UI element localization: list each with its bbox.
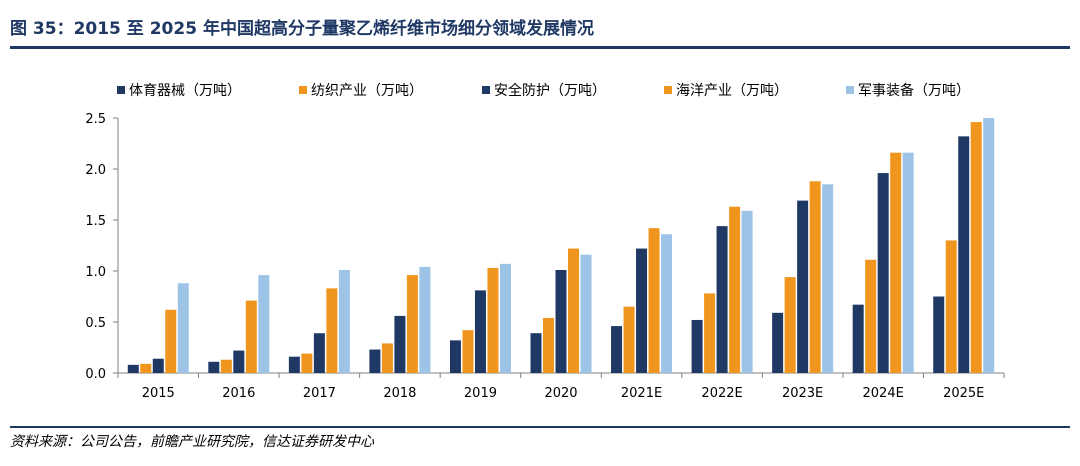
bar-chart: 体育器械（万吨） 纺织产业（万吨） 安全防护（万吨） 海洋产业（万吨） 军事装备（万吨）…: [85, 82, 1005, 401]
x-tick-label: 2017: [303, 386, 336, 401]
legend-swatch: [117, 86, 125, 94]
x-tick-label: 2023E: [782, 386, 823, 401]
chart-legend: 体育器械（万吨） 纺织产业（万吨） 安全防护（万吨） 海洋产业（万吨） 军事装备（万吨）: [117, 82, 970, 99]
legend-swatch: [299, 86, 307, 94]
bar-2020-s5: [580, 254, 592, 373]
legend-label: 军事装备（万吨）: [858, 82, 970, 99]
y-tick-label: 0.0: [85, 367, 106, 382]
bar-2017-s2: [301, 353, 313, 373]
bar-2021E-s4: [648, 228, 660, 373]
bar-2024E-s2: [865, 259, 877, 373]
bar-2018-s2: [381, 343, 393, 373]
bar-2023E-s5: [822, 184, 834, 373]
bar-2025E-s4: [970, 122, 982, 373]
legend-item: 体育器械（万吨）: [117, 83, 241, 99]
bar-2019-s3: [474, 290, 486, 373]
x-tick-label: 2020: [544, 386, 577, 401]
bar-2018-s4: [406, 275, 418, 373]
bar-2020-s1: [530, 333, 542, 373]
y-tick-label: 1.5: [85, 214, 106, 229]
x-tick-label: 2019: [464, 386, 497, 401]
bar-2021E-s2: [623, 306, 635, 373]
bar-2021E-s5: [661, 234, 673, 373]
legend-item: 海洋产业（万吨）: [664, 83, 788, 99]
legend-swatch: [664, 86, 672, 94]
x-tick-label: 2024E: [863, 386, 904, 401]
legend-item: 军事装备（万吨）: [846, 82, 970, 99]
bar-2017-s4: [326, 288, 338, 373]
bar-2015-s1: [127, 364, 139, 373]
bar-2016-s3: [233, 350, 245, 373]
source-note: 资料来源：公司公告，前瞻产业研究院，信达证券研发中心: [10, 434, 374, 450]
bar-2018-s3: [394, 315, 406, 373]
bar-2017-s3: [313, 333, 325, 373]
bar-2022E-s4: [729, 206, 741, 373]
bar-2022E-s1: [691, 319, 703, 373]
y-tick-label: 1.0: [85, 265, 106, 280]
bar-2024E-s5: [902, 152, 914, 373]
bar-2023E-s1: [772, 312, 784, 373]
bar-2020-s3: [555, 269, 567, 373]
bar-2024E-s3: [877, 173, 889, 373]
bar-2018-s5: [419, 266, 431, 373]
bar-2022E-s5: [741, 210, 753, 373]
legend-item: 纺织产业（万吨）: [299, 83, 423, 99]
bar-2016-s2: [220, 359, 232, 373]
bar-2018-s1: [369, 349, 381, 373]
x-tick-label: 2018: [383, 386, 416, 401]
x-tick-label: 2015: [142, 386, 175, 401]
bar-2015-s3: [152, 358, 164, 373]
x-tick-label: 2021E: [621, 386, 662, 401]
bar-2020-s4: [568, 248, 579, 373]
chart-bars: [127, 118, 995, 373]
bar-2022E-s3: [716, 226, 728, 373]
bar-2020-s2: [543, 317, 554, 373]
x-tick-label: 2022E: [701, 386, 742, 401]
legend-label: 海洋产业（万吨）: [676, 83, 788, 99]
bar-2019-s2: [462, 330, 474, 373]
y-tick-label: 0.5: [85, 316, 106, 331]
bar-2025E-s2: [945, 240, 957, 373]
x-tick-label: 2025E: [943, 386, 984, 401]
source-rule: [10, 426, 1070, 428]
x-tick-label: 2016: [222, 386, 255, 401]
bar-2024E-s4: [890, 152, 902, 373]
bar-2019-s4: [487, 267, 499, 373]
title-rule: [10, 46, 1070, 49]
y-tick-label: 2.0: [85, 163, 106, 178]
bar-2025E-s1: [933, 296, 945, 373]
legend-item: 安全防护（万吨）: [482, 82, 606, 99]
bar-2015-s2: [140, 363, 152, 373]
legend-swatch: [846, 86, 854, 94]
bar-2024E-s1: [852, 304, 864, 373]
chart-axes: 0.0 0.5 1.0 1.5 2.0 2.5 2015 2016 2017 2018 2019 20…: [85, 112, 1005, 401]
bar-2023E-s4: [809, 181, 821, 373]
legend-label: 安全防护（万吨）: [494, 82, 606, 99]
bar-2025E-s5: [983, 118, 995, 373]
bar-2017-s1: [288, 356, 300, 373]
bar-2025E-s3: [958, 136, 970, 373]
bar-2015-s5: [177, 283, 189, 373]
bar-2023E-s2: [784, 277, 796, 373]
legend-swatch: [482, 86, 490, 94]
bar-2019-s5: [499, 263, 511, 373]
bar-2016-s5: [258, 275, 270, 373]
y-tick-label: 2.5: [85, 112, 106, 127]
bar-2015-s4: [165, 309, 177, 373]
bar-2016-s1: [208, 361, 220, 373]
bar-2017-s5: [338, 269, 350, 373]
bar-2016-s4: [245, 300, 257, 373]
figure-title: 图 35：2015 至 2025 年中国超高分子量聚乙烯纤维市场细分领域发展情况: [10, 19, 594, 39]
legend-label: 体育器械（万吨）: [129, 83, 241, 99]
bar-2021E-s1: [611, 326, 623, 373]
bar-2023E-s3: [797, 200, 809, 373]
legend-label: 纺织产业（万吨）: [311, 83, 423, 99]
bar-2019-s1: [449, 340, 461, 373]
bar-2022E-s2: [704, 293, 716, 373]
bar-2021E-s3: [636, 248, 648, 373]
